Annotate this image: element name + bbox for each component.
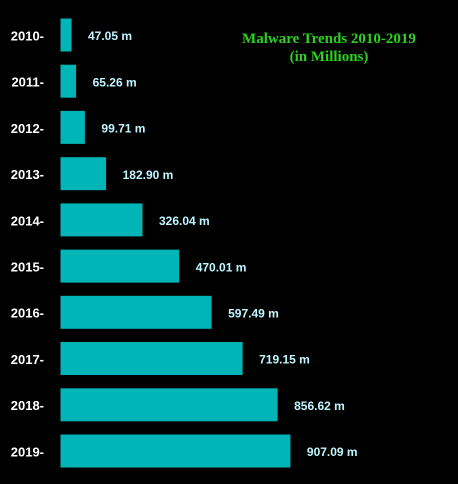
bar-2017 bbox=[59, 341, 244, 376]
y-tick-label-2018: 2018- bbox=[11, 398, 44, 413]
y-tick-label-2016: 2016- bbox=[11, 306, 44, 321]
bar-2018 bbox=[59, 387, 279, 423]
bar-2016 bbox=[59, 294, 213, 330]
bar-2011 bbox=[59, 63, 78, 99]
bars-layer bbox=[59, 17, 292, 469]
y-tick-label-2015: 2015- bbox=[11, 260, 44, 275]
bar-2012 bbox=[59, 109, 86, 145]
data-label-2015: 470.01 m bbox=[196, 260, 247, 274]
data-label-2010: 47.05 m bbox=[88, 29, 132, 43]
y-tick-label-2012: 2012- bbox=[11, 121, 44, 136]
data-label-2019: 907.09 m bbox=[307, 445, 358, 459]
data-labels-layer: 47.05 m 65.26 m 99.71 m 182.90 m 326.04 m 470… bbox=[88, 29, 358, 459]
data-label-2011: 65.26 m bbox=[93, 75, 137, 89]
data-label-2013: 182.90 m bbox=[123, 168, 174, 182]
chart-title: Malware Trends 2010-2019 bbox=[242, 31, 416, 47]
y-tick-label-2019: 2019- bbox=[11, 444, 44, 459]
data-label-2017: 719.15 m bbox=[259, 353, 310, 367]
data-label-2014: 326.04 m bbox=[159, 214, 210, 228]
y-tick-label-2017: 2017- bbox=[11, 352, 44, 367]
y-tick-label-2010: 2010- bbox=[11, 28, 44, 43]
bar-2015 bbox=[59, 248, 181, 284]
chart-subtitle: (in Millions) bbox=[290, 49, 369, 65]
bar-2019 bbox=[59, 433, 292, 469]
y-tick-labels-layer: 2010- 2011- 2012- 2013- 2014- 2015- 2016- 2017-… bbox=[11, 28, 44, 459]
y-tick-label-2014: 2014- bbox=[11, 213, 44, 228]
bar-2010 bbox=[59, 17, 73, 53]
data-label-2016: 597.49 m bbox=[228, 306, 279, 320]
bar-2014 bbox=[59, 202, 144, 238]
y-tick-label-2011: 2011- bbox=[11, 75, 44, 90]
y-tick-label-2013: 2013- bbox=[11, 167, 44, 182]
data-label-2018: 856.62 m bbox=[294, 399, 345, 413]
data-label-2012: 99.71 m bbox=[101, 122, 145, 136]
bar-2013 bbox=[59, 156, 108, 192]
